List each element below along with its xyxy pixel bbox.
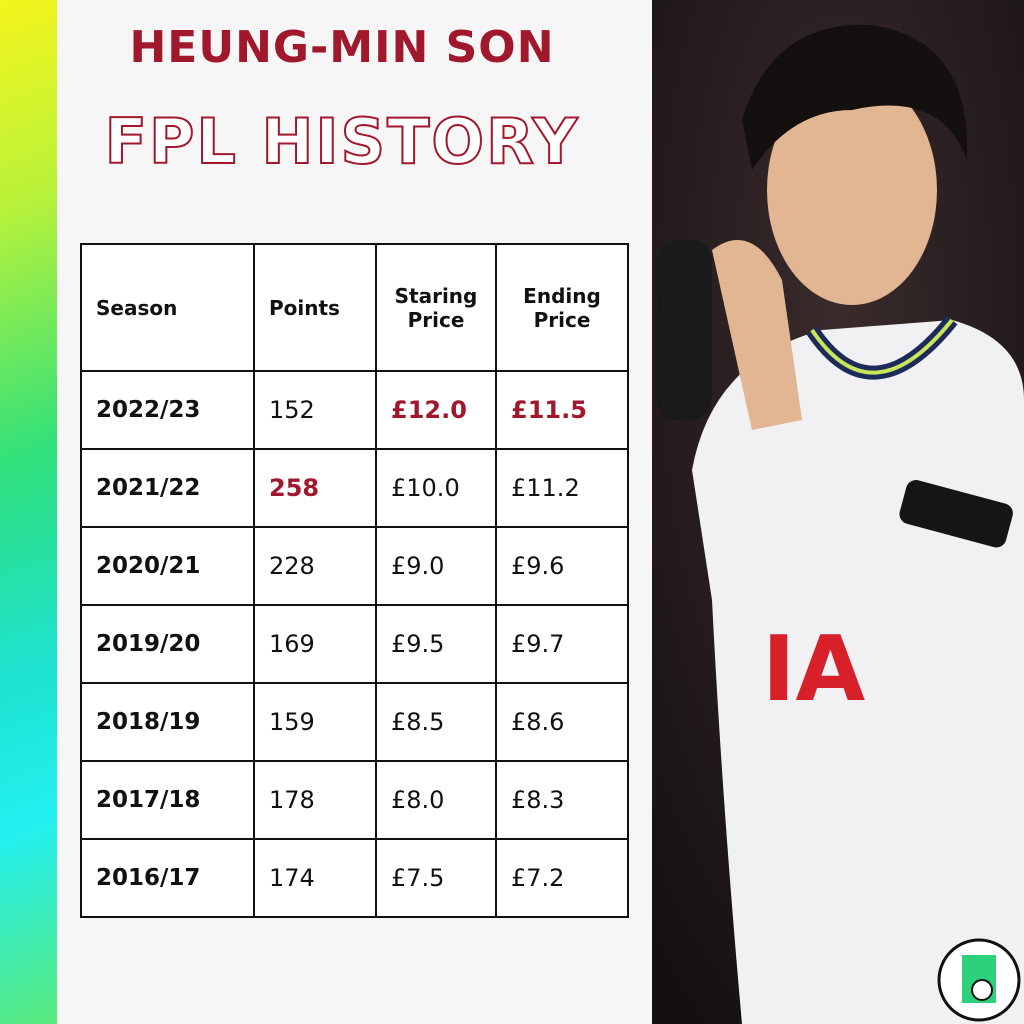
value-cell: £10.0 (375, 448, 497, 528)
season-cell: 2022/23 (80, 370, 255, 450)
value-cell: £9.7 (495, 604, 629, 684)
value-cell: £8.5 (375, 682, 497, 762)
table-row: 2022/23 152 £12.0 £11.5 (80, 370, 629, 450)
table-row: 2020/21 228 £9.0 £9.6 (80, 526, 629, 606)
season-cell: 2016/17 (80, 838, 255, 918)
value-cell: £7.2 (495, 838, 629, 918)
table-row: 2017/18 178 £8.0 £8.3 (80, 760, 629, 840)
value-cell: 178 (253, 760, 377, 840)
value-cell: 159 (253, 682, 377, 762)
season-cell: 2018/19 (80, 682, 255, 762)
value-cell: £11.2 (495, 448, 629, 528)
column-header: Ending Price (495, 243, 629, 372)
table-row: 2021/22 258 £10.0 £11.2 (80, 448, 629, 528)
value-cell: 258 (253, 448, 377, 528)
season-cell: 2020/21 (80, 526, 255, 606)
column-header: Staring Price (375, 243, 497, 372)
column-header: Season (80, 243, 255, 372)
value-cell: 174 (253, 838, 377, 918)
value-cell: £8.6 (495, 682, 629, 762)
value-cell: £11.5 (495, 370, 629, 450)
table-body: 2022/23 152 £12.0 £11.5 2021/22 258 £10.0 £11.2… (80, 370, 629, 918)
value-cell: 228 (253, 526, 377, 606)
value-cell: £9.0 (375, 526, 497, 606)
value-cell: £8.3 (495, 760, 629, 840)
value-cell: £8.0 (375, 760, 497, 840)
value-cell: 152 (253, 370, 377, 450)
history-table: Season Points Staring Price Ending Price 20… (80, 243, 629, 918)
title: HEUNG-MIN SON (129, 22, 555, 73)
value-cell: £9.5 (375, 604, 497, 684)
value-cell: £7.5 (375, 838, 497, 918)
column-header: Points (253, 243, 377, 372)
value-cell: 169 (253, 604, 377, 684)
table-row: 2018/19 159 £8.5 £8.6 (80, 682, 629, 762)
table-row: 2016/17 174 £7.5 £7.2 (80, 838, 629, 918)
value-cell: £9.6 (495, 526, 629, 606)
gradient-strip (0, 0, 57, 1024)
value-cell: £12.0 (375, 370, 497, 450)
season-cell: 2019/20 (80, 604, 255, 684)
season-cell: 2017/18 (80, 760, 255, 840)
svg-text:IA: IA (762, 617, 865, 722)
table-row: 2019/20 169 £9.5 £9.7 (80, 604, 629, 684)
header-row: Season Points Staring Price Ending Price (80, 243, 629, 372)
player-photo: IA (652, 0, 1024, 1024)
subtitle: FPL HISTORY (104, 104, 580, 179)
season-cell: 2021/22 (80, 448, 255, 528)
